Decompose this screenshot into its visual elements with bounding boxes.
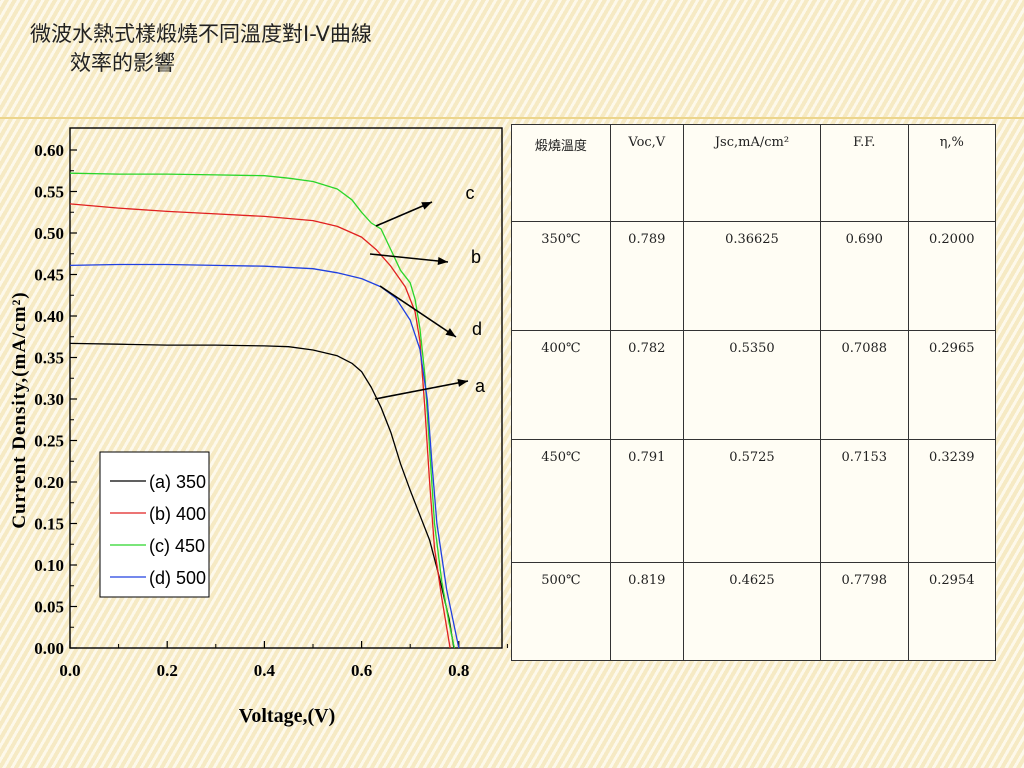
table-cell: 0.2000 xyxy=(907,221,996,331)
slide-title: 微波水熱式樣煅燒不同溫度對I-V曲線 效率的影響 xyxy=(30,20,372,78)
header-voc: Voc,V xyxy=(609,124,684,222)
calcination-results-table: 煅燒溫度 Voc,V Jsc,mA/cm² F.F. η,% 350℃ 0.78… xyxy=(511,124,996,661)
annotation-arrow-line xyxy=(375,201,433,227)
table-cell: 450℃ xyxy=(511,439,611,563)
y-tick-label: 0.30 xyxy=(34,390,64,409)
annotation-arrowhead xyxy=(457,378,468,387)
iv-curve-chart: 0.00 0.05 0.10 0.15 0.20 0.25 0.30 0.35 0.40 0.45… xyxy=(9,127,508,727)
series-line xyxy=(69,172,456,649)
x-tick-label: 0.2 xyxy=(157,661,178,680)
table-cell: 0.4625 xyxy=(682,562,822,661)
header-calcination-temperature: 煅燒溫度 xyxy=(511,124,611,222)
x-tick-label: 0.0 xyxy=(59,661,80,680)
table-cell: 0.3239 xyxy=(907,439,996,563)
series-line xyxy=(69,342,455,649)
table-cell: 0.5725 xyxy=(682,439,822,563)
series-annotation-label: b xyxy=(471,247,481,267)
y-tick-label: 0.15 xyxy=(34,515,64,534)
slide-title-line2: 效率的影響 xyxy=(70,51,175,75)
annotation-arrowhead xyxy=(421,202,432,210)
table-cell: 350℃ xyxy=(511,221,611,331)
y-tick-label: 0.60 xyxy=(34,141,64,160)
x-tick-label: 0.8 xyxy=(448,661,469,680)
x-tick-label: 0.6 xyxy=(351,661,372,680)
table-row: 350℃ 0.789 0.36625 0.690 0.2000 xyxy=(511,221,996,331)
table-cell: 0.2954 xyxy=(907,562,996,661)
legend-item-label: (b) 400 xyxy=(149,504,206,524)
y-tick-label: 0.05 xyxy=(34,598,64,617)
table-cell: 0.2965 xyxy=(907,330,996,440)
y-tick-label: 0.25 xyxy=(34,432,64,451)
table-cell: 0.782 xyxy=(609,330,684,440)
y-tick-label: 0.50 xyxy=(34,224,64,243)
table-cell: 0.7153 xyxy=(820,439,909,563)
table-cell: 400℃ xyxy=(511,330,611,440)
plot-frame xyxy=(69,127,503,649)
x-axis-title: Voltage,(V) xyxy=(239,705,335,727)
table-row: 450℃ 0.791 0.5725 0.7153 0.3239 xyxy=(511,439,996,563)
y-tick-label: 0.00 xyxy=(34,639,64,658)
table-header-row: 煅燒溫度 Voc,V Jsc,mA/cm² F.F. η,% xyxy=(511,124,996,222)
series-annotation-label: c xyxy=(466,183,475,203)
legend-item-label: (a) 350 xyxy=(149,472,206,492)
header-efficiency: η,% xyxy=(907,124,996,222)
table-cell: 0.690 xyxy=(820,221,909,331)
y-tick-label: 0.40 xyxy=(34,307,64,326)
annotation-arrow-line xyxy=(374,380,469,400)
table-cell: 0.789 xyxy=(609,221,684,331)
y-tick-label: 0.35 xyxy=(34,349,64,368)
table-row: 400℃ 0.782 0.5350 0.7088 0.2965 xyxy=(511,330,996,440)
title-divider xyxy=(0,117,1024,119)
annotation-arrowhead xyxy=(437,257,448,265)
table-cell: 0.36625 xyxy=(682,221,822,331)
table-cell: 0.791 xyxy=(609,439,684,563)
header-jsc: Jsc,mA/cm² xyxy=(682,124,822,222)
legend-box xyxy=(99,451,210,598)
annotation-arrow-line xyxy=(369,253,449,263)
table-cell: 0.819 xyxy=(609,562,684,661)
annotation-arrowhead xyxy=(445,328,456,337)
series-annotation-label: a xyxy=(475,376,486,396)
series-line xyxy=(69,203,451,649)
legend-item-label: (d) 500 xyxy=(149,568,206,588)
y-tick-label: 0.45 xyxy=(34,266,64,285)
series-annotation-label: d xyxy=(472,319,482,339)
x-tick-label: 0.4 xyxy=(254,661,276,680)
y-tick-label: 0.55 xyxy=(34,183,64,202)
y-tick-label: 0.10 xyxy=(34,556,64,575)
annotation-arrow-line xyxy=(379,285,457,338)
legend-item-label: (c) 450 xyxy=(149,536,205,556)
y-axis-title: Current Density,(mA/cm²) xyxy=(9,291,30,528)
slide-title-line1: 微波水熱式樣煅燒不同溫度對I-V曲線 xyxy=(30,22,372,46)
table-cell: 0.7798 xyxy=(820,562,909,661)
y-tick-label: 0.20 xyxy=(34,473,64,492)
table-cell: 0.5350 xyxy=(682,330,822,440)
header-fill-factor: F.F. xyxy=(820,124,909,222)
table-row: 500℃ 0.819 0.4625 0.7798 0.2954 xyxy=(511,562,996,661)
table-cell: 0.7088 xyxy=(820,330,909,440)
table-cell: 500℃ xyxy=(511,562,611,661)
